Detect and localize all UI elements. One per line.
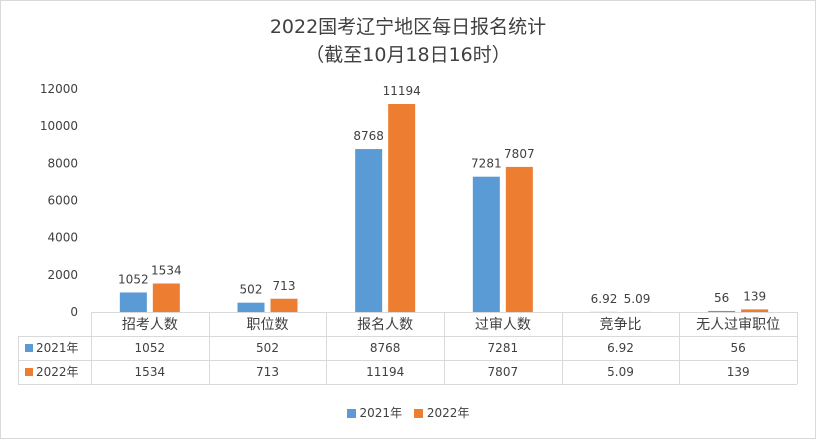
legend-swatch-2021 bbox=[346, 409, 356, 418]
table-cell: 139 bbox=[727, 365, 750, 379]
table-cell: 1052 bbox=[135, 341, 166, 355]
data-label: 56 bbox=[714, 291, 729, 305]
legend-swatch-2022 bbox=[413, 409, 423, 418]
bar-2021年-过审人数 bbox=[472, 176, 500, 312]
table-cell: 5.09 bbox=[607, 365, 634, 379]
table-cell: 7807 bbox=[488, 365, 519, 379]
category-label: 报名人数 bbox=[357, 317, 413, 333]
y-tick-label: 10000 bbox=[40, 119, 78, 133]
bar-2022年-招考人数 bbox=[152, 283, 180, 312]
y-tick-label: 4000 bbox=[47, 231, 78, 245]
category-label: 招考人数 bbox=[122, 317, 178, 333]
data-label: 7807 bbox=[504, 147, 535, 161]
chart-title: 2022国考辽宁地区每日报名统计 bbox=[269, 16, 547, 38]
chart-subtitle: （截至10月18日16时） bbox=[305, 44, 511, 66]
legend-label-2021: 2021年 bbox=[359, 406, 403, 420]
category-label: 无人过审职位 bbox=[696, 317, 780, 333]
bar-2022年-报名人数 bbox=[388, 103, 416, 312]
bar-2021年-职位数 bbox=[237, 302, 265, 312]
table-cell: 8768 bbox=[370, 341, 401, 355]
data-label: 7281 bbox=[471, 157, 502, 171]
table-cell: 502 bbox=[256, 341, 279, 355]
data-label: 11194 bbox=[383, 84, 421, 98]
table-series-swatch bbox=[25, 344, 33, 352]
table-series-label: 2022年 bbox=[36, 365, 79, 379]
data-label: 1534 bbox=[151, 263, 182, 277]
bar-2022年-无人过审职位 bbox=[741, 309, 769, 312]
category-label: 过审人数 bbox=[475, 317, 531, 333]
table-cell: 713 bbox=[256, 365, 279, 379]
category-label: 竞争比 bbox=[600, 316, 642, 333]
table-cell: 56 bbox=[731, 341, 746, 355]
y-tick-label: 8000 bbox=[47, 156, 78, 170]
bar-2021年-报名人数 bbox=[355, 149, 383, 312]
data-label: 139 bbox=[743, 289, 766, 303]
chart-legend: 2021年 2022年 bbox=[0, 404, 816, 421]
data-label: 5.09 bbox=[624, 292, 651, 306]
legend-item-2021: 2021年 bbox=[346, 404, 403, 421]
bar-2021年-无人过审职位 bbox=[708, 310, 736, 312]
bar-2022年-职位数 bbox=[270, 298, 298, 312]
table-series-swatch bbox=[25, 368, 33, 376]
table-series-label: 2021年 bbox=[36, 341, 79, 355]
data-label: 502 bbox=[240, 283, 263, 297]
table-cell: 11194 bbox=[366, 365, 404, 379]
table-cell: 7281 bbox=[488, 341, 519, 355]
data-label: 713 bbox=[273, 279, 296, 293]
y-tick-label: 2000 bbox=[47, 268, 78, 282]
data-label: 6.92 bbox=[591, 292, 618, 306]
bar-2021年-招考人数 bbox=[119, 292, 147, 312]
legend-item-2022: 2022年 bbox=[413, 404, 470, 421]
data-label: 1052 bbox=[118, 272, 149, 286]
y-tick-label: 12000 bbox=[40, 82, 78, 96]
table-cell: 6.92 bbox=[607, 341, 634, 355]
y-tick-label: 0 bbox=[70, 305, 78, 319]
table-cell: 1534 bbox=[135, 365, 166, 379]
data-label: 8768 bbox=[353, 129, 384, 143]
category-label: 职位数 bbox=[247, 317, 289, 333]
legend-label-2022: 2022年 bbox=[426, 406, 470, 420]
bar-2022年-过审人数 bbox=[505, 166, 533, 312]
y-tick-label: 6000 bbox=[47, 194, 78, 208]
